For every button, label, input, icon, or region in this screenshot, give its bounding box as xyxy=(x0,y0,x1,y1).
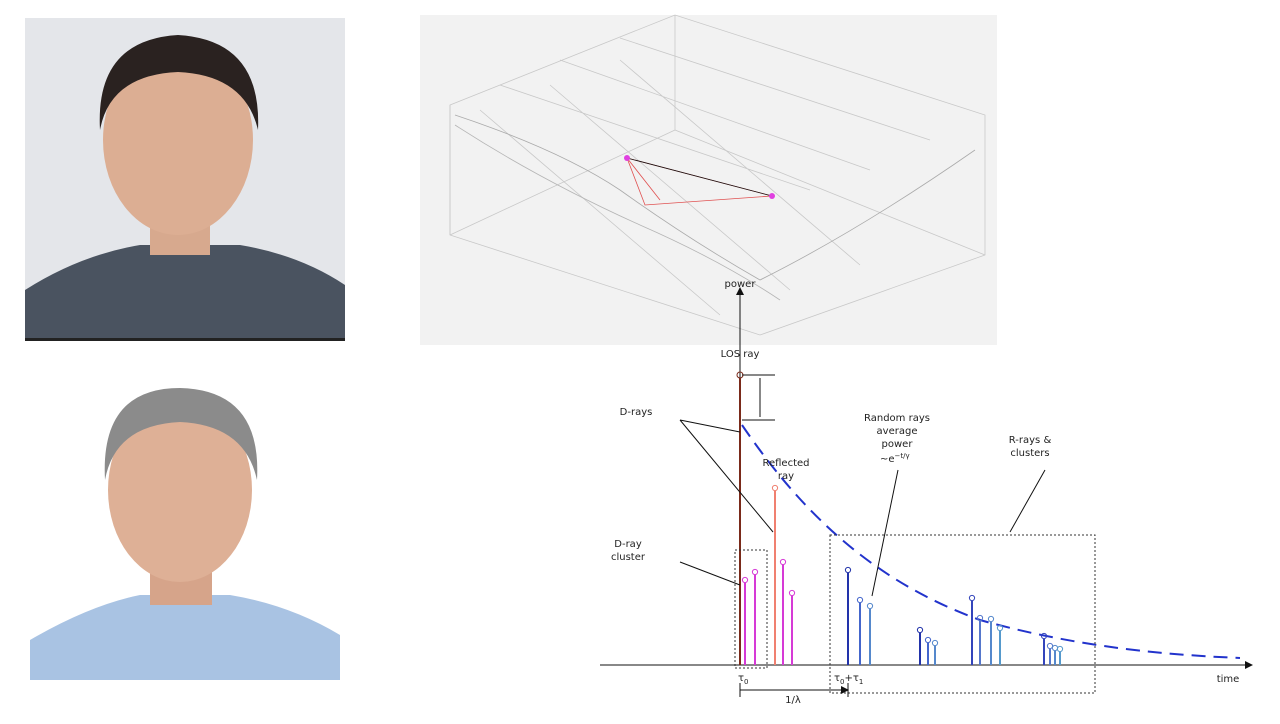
label: τ0 xyxy=(738,673,749,686)
d-cluster-box xyxy=(734,549,768,669)
label: clusters xyxy=(1010,448,1049,459)
ray-tip xyxy=(844,566,852,574)
label: ~e−t/γ xyxy=(880,452,910,465)
ray-tip xyxy=(976,614,984,622)
label: −t/γ xyxy=(895,452,910,460)
label: ~e xyxy=(880,454,895,465)
ray-tip xyxy=(1051,644,1059,652)
ray-tip xyxy=(1040,632,1048,640)
ray-tip xyxy=(968,594,976,602)
label: Reflected xyxy=(762,458,809,469)
label: cluster xyxy=(611,552,646,563)
ray-tip xyxy=(788,589,796,597)
label: ray xyxy=(778,471,794,482)
label: 1 xyxy=(859,678,863,686)
terrain-plot xyxy=(420,14,997,345)
label: D-ray xyxy=(614,539,642,550)
label: time xyxy=(1217,674,1240,685)
label: 1/λ xyxy=(785,695,801,706)
label: power xyxy=(882,439,914,450)
power-delay-diagram: power LOS ray D-rays Reflected ray Rando… xyxy=(600,279,1253,706)
ray-tip xyxy=(1056,645,1064,653)
label: power xyxy=(725,279,757,290)
label: τ xyxy=(834,673,840,684)
ray-tip xyxy=(866,602,874,610)
label: +τ xyxy=(845,673,859,684)
label: LOS ray xyxy=(721,349,760,360)
interval-ticks xyxy=(739,683,849,697)
stems xyxy=(741,484,1064,665)
label: 0 xyxy=(840,678,844,686)
ray-tip xyxy=(856,596,864,604)
ray-tip xyxy=(1046,642,1054,650)
label: R-rays & xyxy=(1009,435,1052,446)
label: 0 xyxy=(744,678,748,686)
label: τ0+τ1 xyxy=(834,673,863,686)
label: τ xyxy=(738,673,744,684)
label: average xyxy=(877,426,918,437)
label: Random rays xyxy=(864,413,930,424)
ray-tip xyxy=(771,484,779,492)
ray-tip xyxy=(924,636,932,644)
arrows xyxy=(679,419,1046,690)
ray-tip xyxy=(751,568,759,576)
ray-tip xyxy=(916,626,924,634)
gap-marker xyxy=(742,374,775,421)
ray-tip xyxy=(779,558,787,566)
ray-tip xyxy=(741,576,749,584)
r-cluster-box xyxy=(829,534,1096,694)
ray-tip xyxy=(996,624,1004,632)
photo-bottom xyxy=(30,385,340,680)
ray-tip xyxy=(931,639,939,647)
label: D-rays xyxy=(620,407,653,418)
ray-tip xyxy=(987,615,995,623)
photo-top xyxy=(25,18,345,341)
decay-curve xyxy=(741,424,1241,659)
